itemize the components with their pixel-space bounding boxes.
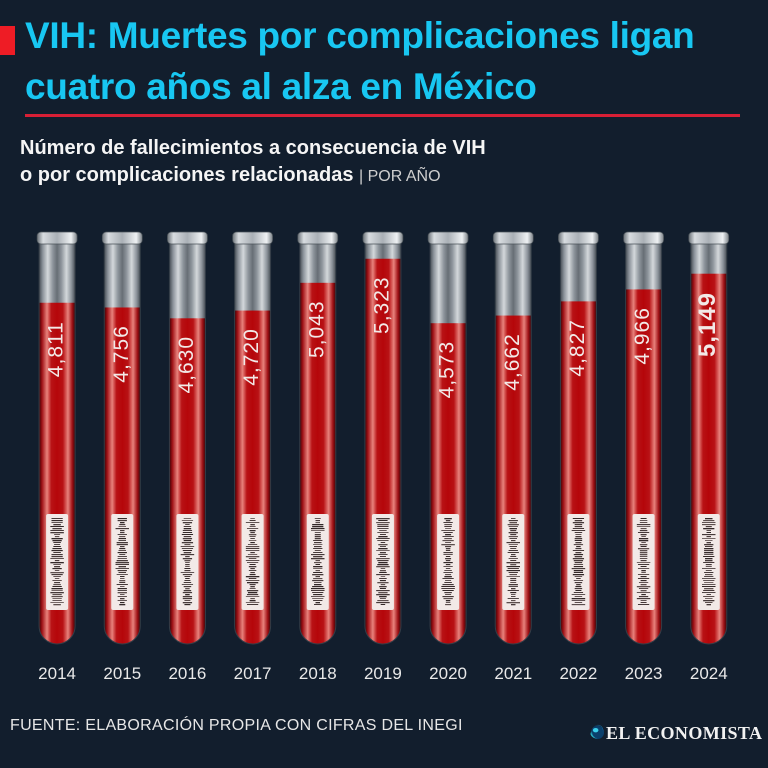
svg-text:4,720: 4,720 — [240, 328, 263, 386]
svg-text:4,966: 4,966 — [631, 307, 654, 365]
svg-text:4,573: 4,573 — [436, 341, 459, 399]
svg-text:5,149: 5,149 — [694, 292, 721, 357]
svg-text:4,827: 4,827 — [566, 319, 589, 377]
svg-text:4,756: 4,756 — [110, 325, 133, 383]
svg-text:5,043: 5,043 — [305, 300, 328, 358]
svg-text:5,323: 5,323 — [370, 276, 393, 334]
svg-text:4,811: 4,811 — [45, 321, 68, 377]
svg-text:4,662: 4,662 — [501, 333, 524, 391]
svg-text:4,630: 4,630 — [175, 336, 198, 394]
